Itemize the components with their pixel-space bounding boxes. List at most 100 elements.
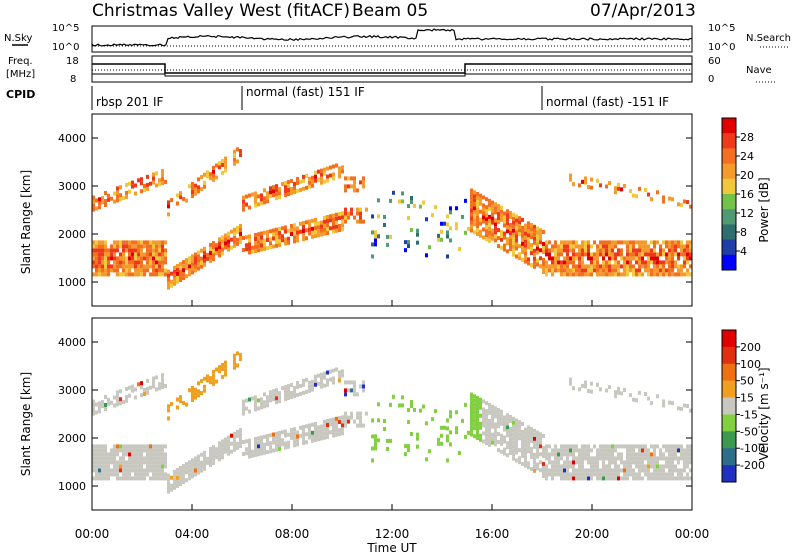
velocity-cell — [242, 440, 245, 444]
power-cell — [221, 162, 224, 167]
velocity-cell — [572, 468, 575, 473]
power-cell — [512, 212, 515, 217]
velocity-cell — [602, 452, 605, 457]
velocity-cell — [638, 468, 641, 473]
velocity-cell — [338, 370, 341, 375]
power-cell — [224, 156, 227, 161]
power-cell — [362, 184, 365, 189]
power-cell — [191, 189, 194, 194]
velocity-cell — [650, 444, 653, 449]
power-cell — [476, 223, 479, 228]
velocity-cell — [608, 468, 611, 473]
power-cell — [341, 227, 344, 232]
power-cell — [674, 260, 677, 265]
velocity-cell — [611, 448, 614, 453]
power-cell — [149, 244, 152, 249]
velocity-cell — [488, 418, 491, 423]
power-cell — [653, 272, 656, 277]
velocity-cell — [656, 460, 659, 465]
power-cell — [548, 240, 551, 245]
power-cell — [602, 260, 605, 265]
power-cell — [509, 214, 512, 219]
velocity-cell — [137, 460, 140, 465]
power-cell — [572, 260, 575, 265]
freq-tick-high: 18 — [66, 56, 79, 67]
power-cell — [167, 281, 170, 286]
power-cell — [284, 189, 287, 194]
power-cell — [542, 270, 545, 274]
velocity-cell — [167, 416, 170, 421]
power-cell — [272, 232, 275, 237]
velocity-cell — [383, 426, 386, 431]
velocity-cell — [518, 420, 521, 425]
velocity-cell — [608, 456, 611, 461]
power-cell — [554, 244, 557, 249]
power-cell — [686, 260, 689, 265]
velocity-cell — [521, 421, 524, 426]
power-cell — [296, 234, 299, 239]
velocity-cell — [551, 452, 554, 457]
power-cell — [167, 277, 170, 282]
velocity-cell — [143, 460, 146, 465]
velocity-cell — [155, 375, 158, 380]
power-cell — [251, 249, 254, 254]
power-cell — [101, 252, 104, 257]
velocity-cell — [683, 403, 686, 408]
velocity-cell — [230, 433, 233, 438]
velocity-cell — [512, 432, 515, 437]
plot-title: Christmas Valley West (fitACF) — [92, 1, 350, 21]
velocity-cell — [476, 427, 479, 432]
velocity-cell — [113, 464, 116, 469]
velocity-cell — [470, 400, 473, 405]
velocity-cell — [155, 476, 158, 481]
xtick-label: 00:00 — [675, 527, 710, 541]
velocity-cell — [668, 460, 671, 465]
velocity-cell — [554, 448, 557, 453]
power-cell — [131, 180, 134, 185]
power-cell — [242, 203, 245, 208]
velocity-cell — [152, 376, 155, 381]
velocity-cell — [530, 439, 533, 444]
velocity-cell — [227, 435, 230, 440]
velocity-cell — [491, 412, 494, 417]
velocity-cell — [413, 407, 416, 412]
velocity-cell — [242, 403, 245, 408]
power-cell — [224, 168, 227, 173]
power-cell — [233, 157, 236, 162]
power-cell — [245, 243, 248, 248]
power-cell — [506, 249, 509, 254]
velocity-cell — [602, 448, 605, 453]
date-label: 07/Apr/2013 — [590, 1, 696, 21]
power-cell — [155, 256, 158, 261]
power-cell — [185, 262, 188, 267]
power-cell — [209, 258, 212, 263]
power-cell — [131, 244, 134, 249]
velocity-cell — [206, 374, 209, 379]
power-cell — [338, 170, 341, 175]
velocity-cell — [128, 472, 131, 477]
velocity-cell — [557, 460, 560, 465]
velocity-cell — [104, 472, 107, 477]
velocity-cell — [524, 427, 527, 432]
velocity-cell — [170, 475, 173, 480]
velocity-cell — [575, 456, 578, 461]
velocity-cell — [659, 464, 662, 469]
power-cell — [542, 242, 545, 246]
velocity-cell — [152, 380, 155, 385]
power-cell — [263, 246, 266, 251]
power-cell — [350, 176, 353, 181]
velocity-cell — [371, 434, 374, 439]
velocity-cell — [233, 357, 236, 362]
velocity-cell — [326, 435, 329, 440]
power-cell — [455, 226, 458, 231]
velocity-cell — [197, 389, 200, 394]
velocity-cell — [152, 472, 155, 477]
power-cell — [206, 170, 209, 175]
ytick-label: 4000 — [58, 132, 86, 145]
power-cell — [98, 256, 101, 261]
velocity-cell — [494, 406, 497, 411]
power-cell — [512, 244, 515, 249]
power-cell — [95, 260, 98, 265]
power-cell — [572, 240, 575, 245]
velocity-cell — [134, 460, 137, 465]
